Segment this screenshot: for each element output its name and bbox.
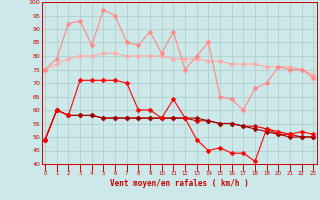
X-axis label: Vent moyen/en rafales ( km/h ): Vent moyen/en rafales ( km/h ) [110,179,249,188]
